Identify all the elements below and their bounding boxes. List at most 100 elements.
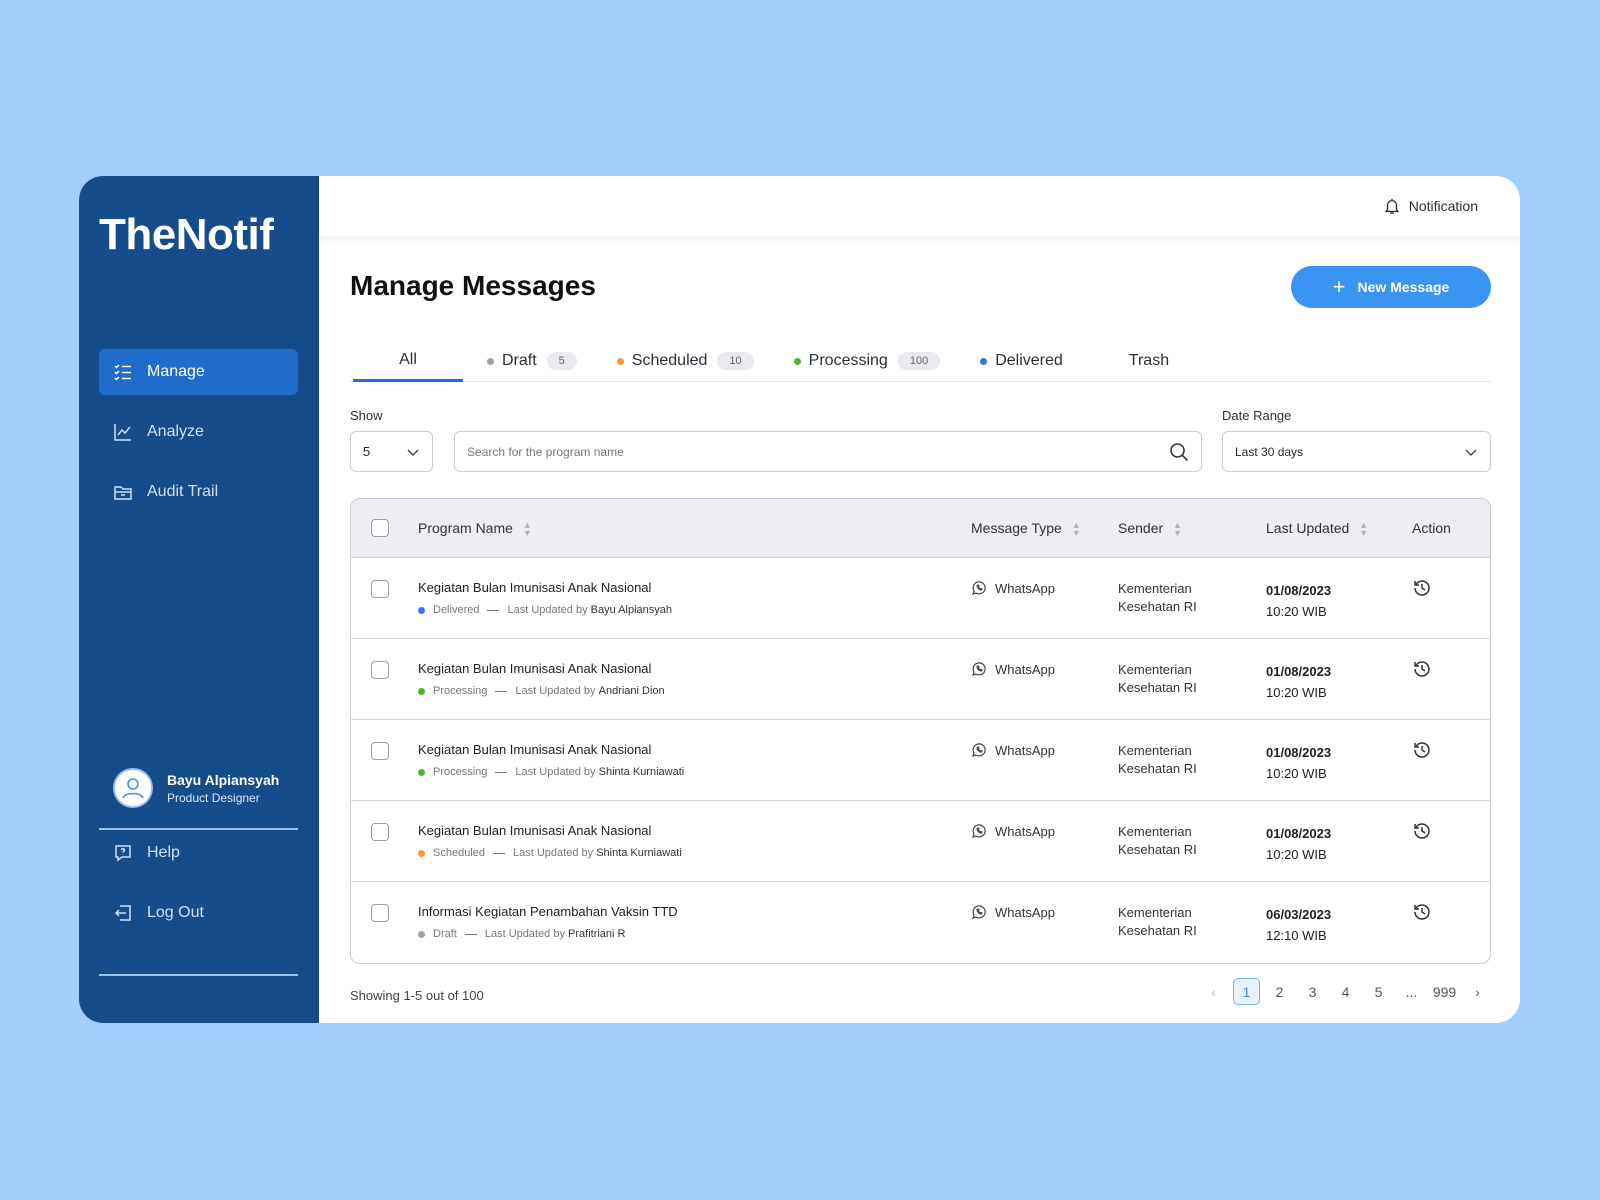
tab-trash[interactable]: Trash xyxy=(1109,340,1189,382)
tab-delivered[interactable]: Delivered xyxy=(960,340,1083,382)
page-button[interactable]: 5 xyxy=(1374,983,1383,1000)
history-icon xyxy=(1414,661,1430,677)
column-message-type[interactable]: Message Type ▲ ▼ xyxy=(971,520,1081,538)
sidebar-item-audit-trail[interactable]: Audit Trail xyxy=(99,469,298,515)
message-type: WhatsApp xyxy=(971,742,1055,758)
updated-by-name: Bayu Alpiansyah xyxy=(590,604,672,616)
table-row[interactable]: Kegiatan Bulan Imunisasi Anak Nasional S… xyxy=(351,801,1490,882)
table-row[interactable]: Kegiatan Bulan Imunisasi Anak Nasional P… xyxy=(351,639,1490,720)
column-sender[interactable]: Sender ▲ ▼ xyxy=(1118,520,1182,538)
sender-line: Kementerian xyxy=(1118,905,1192,920)
sidebar-item-analyze[interactable]: Analyze xyxy=(99,409,298,455)
show-select[interactable]: 5 xyxy=(350,431,433,472)
notification-button[interactable]: Notification xyxy=(1383,197,1478,215)
program-name[interactable]: Kegiatan Bulan Imunisasi Anak Nasional xyxy=(418,580,652,595)
sidebar-item-manage[interactable]: Manage xyxy=(99,349,298,395)
table-header: Program Name ▲ ▼ Message Type ▲ ▼ Sender ▲ ▼ L… xyxy=(351,499,1490,558)
table-footer: Showing 1-5 out of 100 ‹ 1 2 3 4 5... 999 › xyxy=(350,978,1491,1005)
last-updated: 06/03/2023 12:10 WIB xyxy=(1266,904,1331,946)
prev-page-button[interactable]: ‹ xyxy=(1211,983,1216,1000)
history-button[interactable] xyxy=(1412,578,1432,601)
date-range-select[interactable]: Last 30 days xyxy=(1222,431,1491,472)
column-label: Sender xyxy=(1118,520,1164,536)
updated-time: 10:20 WIB xyxy=(1266,685,1327,700)
page-button[interactable]: 1 xyxy=(1233,978,1260,1005)
chevron-down-icon xyxy=(1465,449,1477,456)
row-checkbox[interactable] xyxy=(371,823,389,841)
updated-by-prefix: Last Updated by xyxy=(515,766,596,778)
program-name[interactable]: Kegiatan Bulan Imunisasi Anak Nasional xyxy=(418,823,652,838)
status-dot xyxy=(616,357,624,365)
status-dot xyxy=(793,357,801,365)
history-button[interactable] xyxy=(1412,821,1432,844)
message-type-label: WhatsApp xyxy=(995,823,1055,839)
row-meta: Draft Last Updated by Prafitriani R xyxy=(418,928,626,940)
message-type: WhatsApp xyxy=(971,580,1055,596)
search-input[interactable]: Search for the program name xyxy=(454,431,1202,472)
table-row[interactable]: Kegiatan Bulan Imunisasi Anak Nasional P… xyxy=(351,720,1490,801)
status-tabs: All Draft 5 Scheduled 10 Processing 100 Del… xyxy=(350,340,1491,382)
table-row[interactable]: Informasi Kegiatan Penambahan Vaksin TTD… xyxy=(351,882,1490,963)
history-button[interactable] xyxy=(1412,902,1432,925)
user-profile[interactable]: Bayu Alpiansyah Product Designer xyxy=(113,768,279,808)
sidebar-item-label: Analyze xyxy=(147,423,204,440)
whatsapp-icon xyxy=(972,743,986,757)
sidebar-item-help[interactable]: Help xyxy=(99,830,298,876)
row-checkbox[interactable] xyxy=(371,904,389,922)
tab-all[interactable]: All xyxy=(353,340,463,382)
history-icon xyxy=(1414,580,1430,596)
sidebar-nav: Manage Analyze Audit Trail xyxy=(99,349,298,529)
row-meta: Scheduled Last Updated by Shinta Kurniaw… xyxy=(418,847,682,859)
page-button[interactable]: 2 xyxy=(1275,983,1284,1000)
history-button[interactable] xyxy=(1412,659,1432,682)
row-checkbox[interactable] xyxy=(371,580,389,598)
row-checkbox[interactable] xyxy=(371,742,389,760)
table-row[interactable]: Kegiatan Bulan Imunisasi Anak Nasional D… xyxy=(351,558,1490,639)
separator xyxy=(487,609,500,611)
history-button[interactable] xyxy=(1412,740,1432,763)
sender-line: Kementerian xyxy=(1118,662,1192,677)
showing-count: Showing 1-5 out of 100 xyxy=(350,988,484,1003)
notification-label: Notification xyxy=(1408,198,1478,214)
column-label: Message Type xyxy=(971,520,1062,536)
sender: Kementerian Kesehatan RI xyxy=(1118,661,1197,697)
page-button[interactable]: 4 xyxy=(1341,983,1350,1000)
status-dot xyxy=(980,357,988,365)
program-name[interactable]: Informasi Kegiatan Penambahan Vaksin TTD xyxy=(418,904,678,919)
tab-label: Processing xyxy=(808,352,888,369)
sidebar-item-label: Manage xyxy=(147,363,205,380)
last-updated: 01/08/2023 10:20 WIB xyxy=(1266,742,1331,784)
sidebar-item-logout[interactable]: Log Out xyxy=(99,890,298,936)
updated-by-name: Shinta Kurniawati xyxy=(596,847,682,859)
user-name: Bayu Alpiansyah xyxy=(167,771,280,788)
column-last-updated[interactable]: Last Updated ▲ ▼ xyxy=(1266,520,1368,538)
column-program-name[interactable]: Program Name ▲ ▼ xyxy=(418,520,532,538)
sidebar: TheNotif Manage Analyze Audit Trail Bayu… xyxy=(79,176,319,1023)
tab-draft[interactable]: Draft 5 xyxy=(467,340,597,382)
row-meta: Delivered Last Updated by Bayu Alpiansya… xyxy=(418,604,672,616)
status-dot xyxy=(418,849,425,857)
page-button[interactable]: 999 xyxy=(1432,983,1457,1000)
select-all-checkbox[interactable] xyxy=(371,519,389,537)
updated-date: 01/08/2023 xyxy=(1266,583,1332,598)
page-button[interactable]: 3 xyxy=(1308,983,1317,1000)
user-role: Product Designer xyxy=(167,790,260,805)
row-checkbox[interactable] xyxy=(371,661,389,679)
logo: TheNotif xyxy=(99,210,274,259)
page-button: ... xyxy=(1405,983,1418,1000)
program-name[interactable]: Kegiatan Bulan Imunisasi Anak Nasional xyxy=(418,661,652,676)
tab-processing[interactable]: Processing 100 xyxy=(774,340,961,382)
last-updated: 01/08/2023 10:20 WIB xyxy=(1266,661,1331,703)
sidebar-item-label: Log Out xyxy=(147,904,204,921)
sender: Kementerian Kesehatan RI xyxy=(1118,904,1197,940)
sidebar-item-label: Help xyxy=(147,844,180,861)
new-message-button[interactable]: + New Message xyxy=(1291,266,1491,308)
next-page-button[interactable]: › xyxy=(1475,983,1480,1000)
tab-scheduled[interactable]: Scheduled 10 xyxy=(597,340,774,382)
updated-time: 10:20 WIB xyxy=(1266,604,1327,619)
status-dot xyxy=(487,357,494,365)
program-name[interactable]: Kegiatan Bulan Imunisasi Anak Nasional xyxy=(418,742,652,757)
message-type: WhatsApp xyxy=(971,661,1055,677)
tab-label: Draft xyxy=(502,352,537,369)
page-title: Manage Messages xyxy=(350,270,596,301)
